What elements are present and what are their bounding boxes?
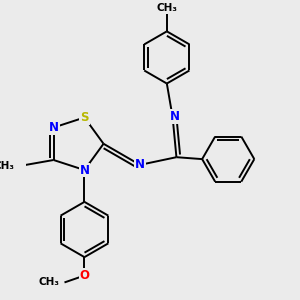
Text: N: N xyxy=(80,164,89,176)
Text: CH₃: CH₃ xyxy=(156,3,177,13)
Text: CH₃: CH₃ xyxy=(39,278,60,287)
Text: N: N xyxy=(49,121,58,134)
Text: O: O xyxy=(80,269,89,282)
Text: CH₃: CH₃ xyxy=(0,161,14,171)
Text: N: N xyxy=(169,110,179,123)
Text: N: N xyxy=(135,158,145,171)
Text: S: S xyxy=(80,111,89,124)
